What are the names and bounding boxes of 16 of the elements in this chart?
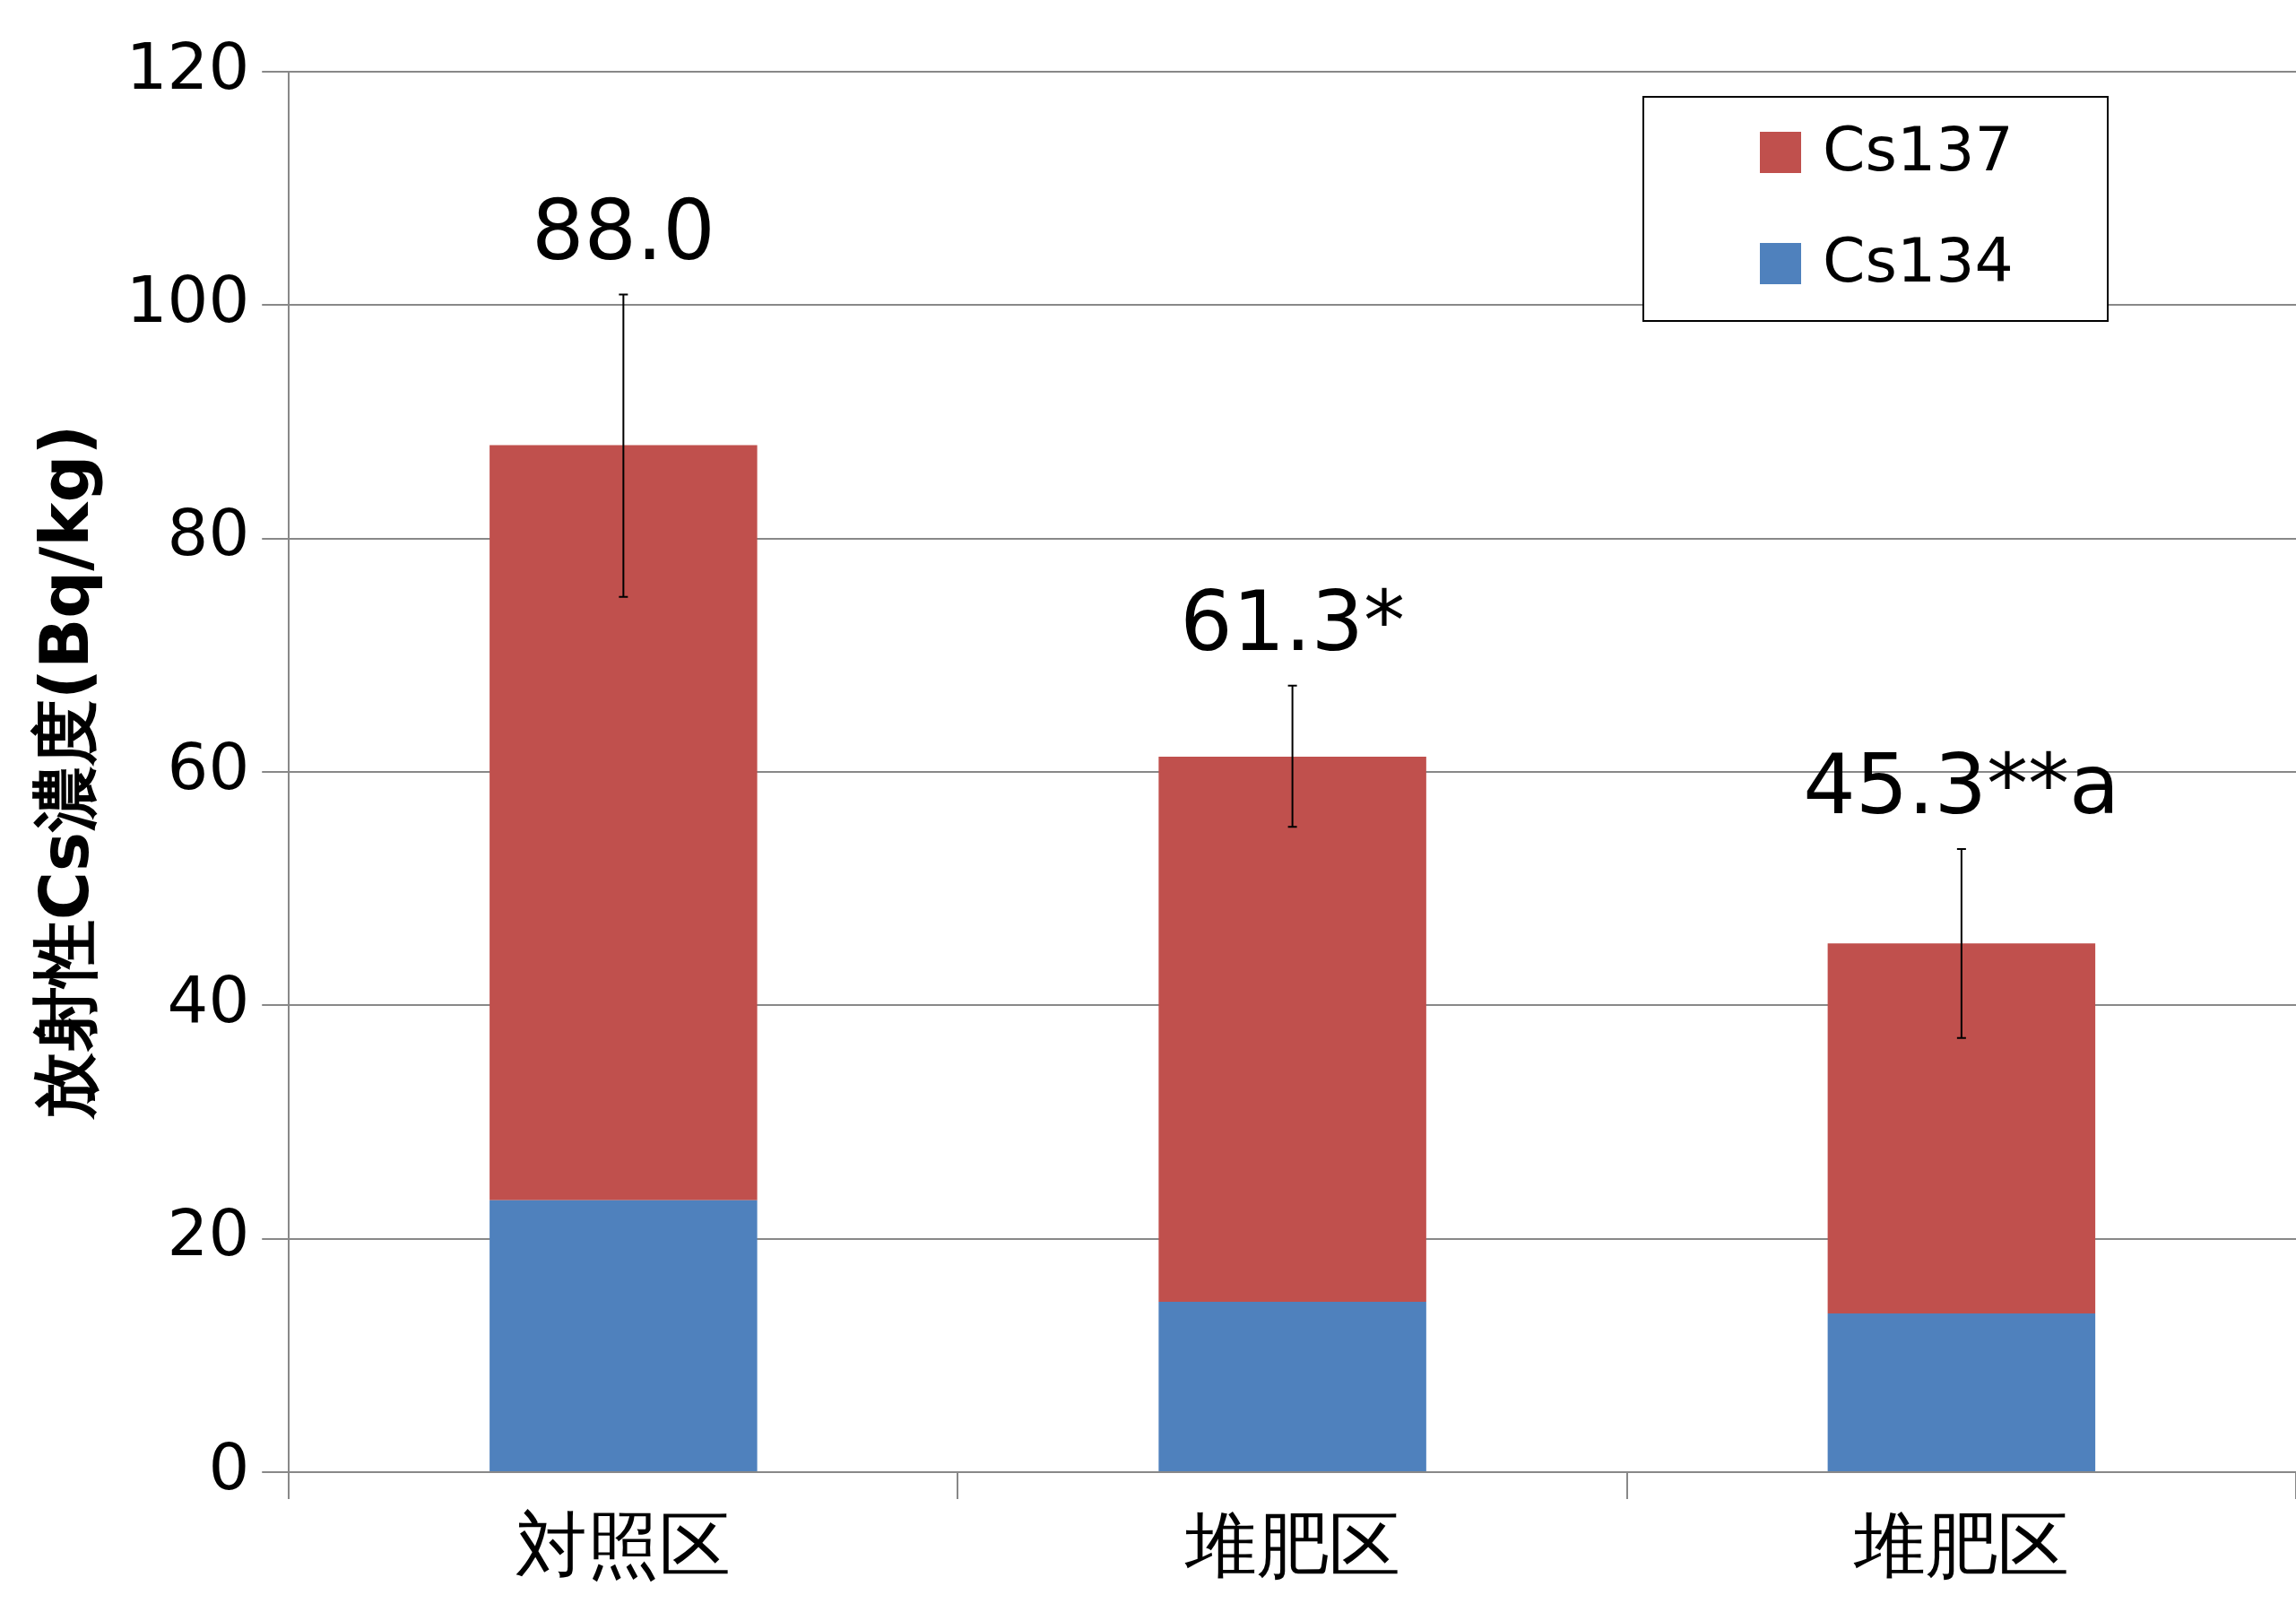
x-tick-label: 対照区 [516, 1503, 732, 1587]
y-tick-label: 40 [167, 962, 250, 1038]
total-label: 88.0 [531, 182, 715, 279]
legend-label: Cs137 [1823, 113, 2014, 185]
y-tick-label: 120 [126, 28, 250, 104]
y-axis-title: 放射性Cs濃度(Bq/kg) [25, 424, 103, 1122]
x-tick-label: 堆肥区 [1183, 1503, 1400, 1587]
total-label: 45.3**a [1803, 736, 2120, 833]
total-label: 61.3* [1180, 573, 1406, 670]
y-tick-label: 0 [208, 1428, 250, 1504]
y-tick-label: 60 [167, 728, 250, 804]
y-tick-label: 100 [126, 262, 250, 338]
legend-label: Cs134 [1823, 224, 2014, 296]
y-tick-label: 80 [167, 495, 250, 571]
x-tick-label: 堆肥区 [1852, 1503, 2069, 1587]
y-tick-label: 20 [167, 1195, 250, 1271]
